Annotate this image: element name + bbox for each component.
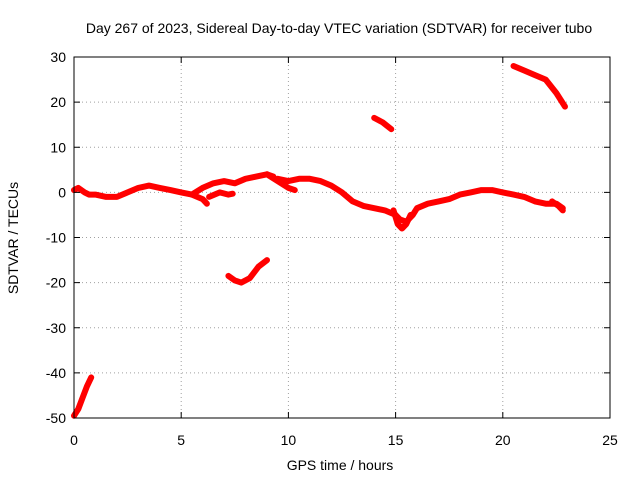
y-axis-label: SDTVAR / TECUs [5,182,21,294]
y-tick-label: -30 [46,320,66,336]
y-tick-label: 30 [50,49,66,65]
y-tick-label: 20 [50,94,66,110]
data-arc-arc-2 [71,182,210,207]
data-arc-arc-4 [206,189,236,200]
y-tick-label: -20 [46,275,66,291]
data-arc-arc-5 [264,171,298,194]
x-axis-label: GPS time / hours [287,457,394,473]
y-tick-label: 10 [50,139,66,155]
x-tick-label: 15 [388,432,404,448]
data-series [71,63,568,419]
chart-title: Day 267 of 2023, Sidereal Day-to-day VTE… [86,20,593,36]
y-tick-label: -40 [46,365,66,381]
x-tick-label: 25 [602,432,618,448]
x-tick-label: 20 [495,432,511,448]
data-arc-arc-3 [188,171,277,198]
data-arc-arc-6 [274,175,566,225]
data-arc-arc-11 [510,63,568,110]
data-arc-arc-10 [371,114,395,133]
data-arc-arc-8 [549,198,566,214]
y-tick-label: -10 [46,230,66,246]
x-tick-label: 10 [281,432,297,448]
x-tick-label: 5 [177,432,185,448]
y-tick-label: 0 [58,184,66,200]
data-arc-arc-9 [225,257,270,286]
data-arc-arc-7 [390,207,414,232]
y-tick-label: -50 [46,410,66,426]
x-tick-label: 0 [70,432,78,448]
axis-ticks: 0 5 10 15 20 25 -50 -40 -30 -20 -10 0 10 20 30 [46,49,618,448]
data-arc-arc-1 [71,374,95,419]
grid [74,57,610,418]
